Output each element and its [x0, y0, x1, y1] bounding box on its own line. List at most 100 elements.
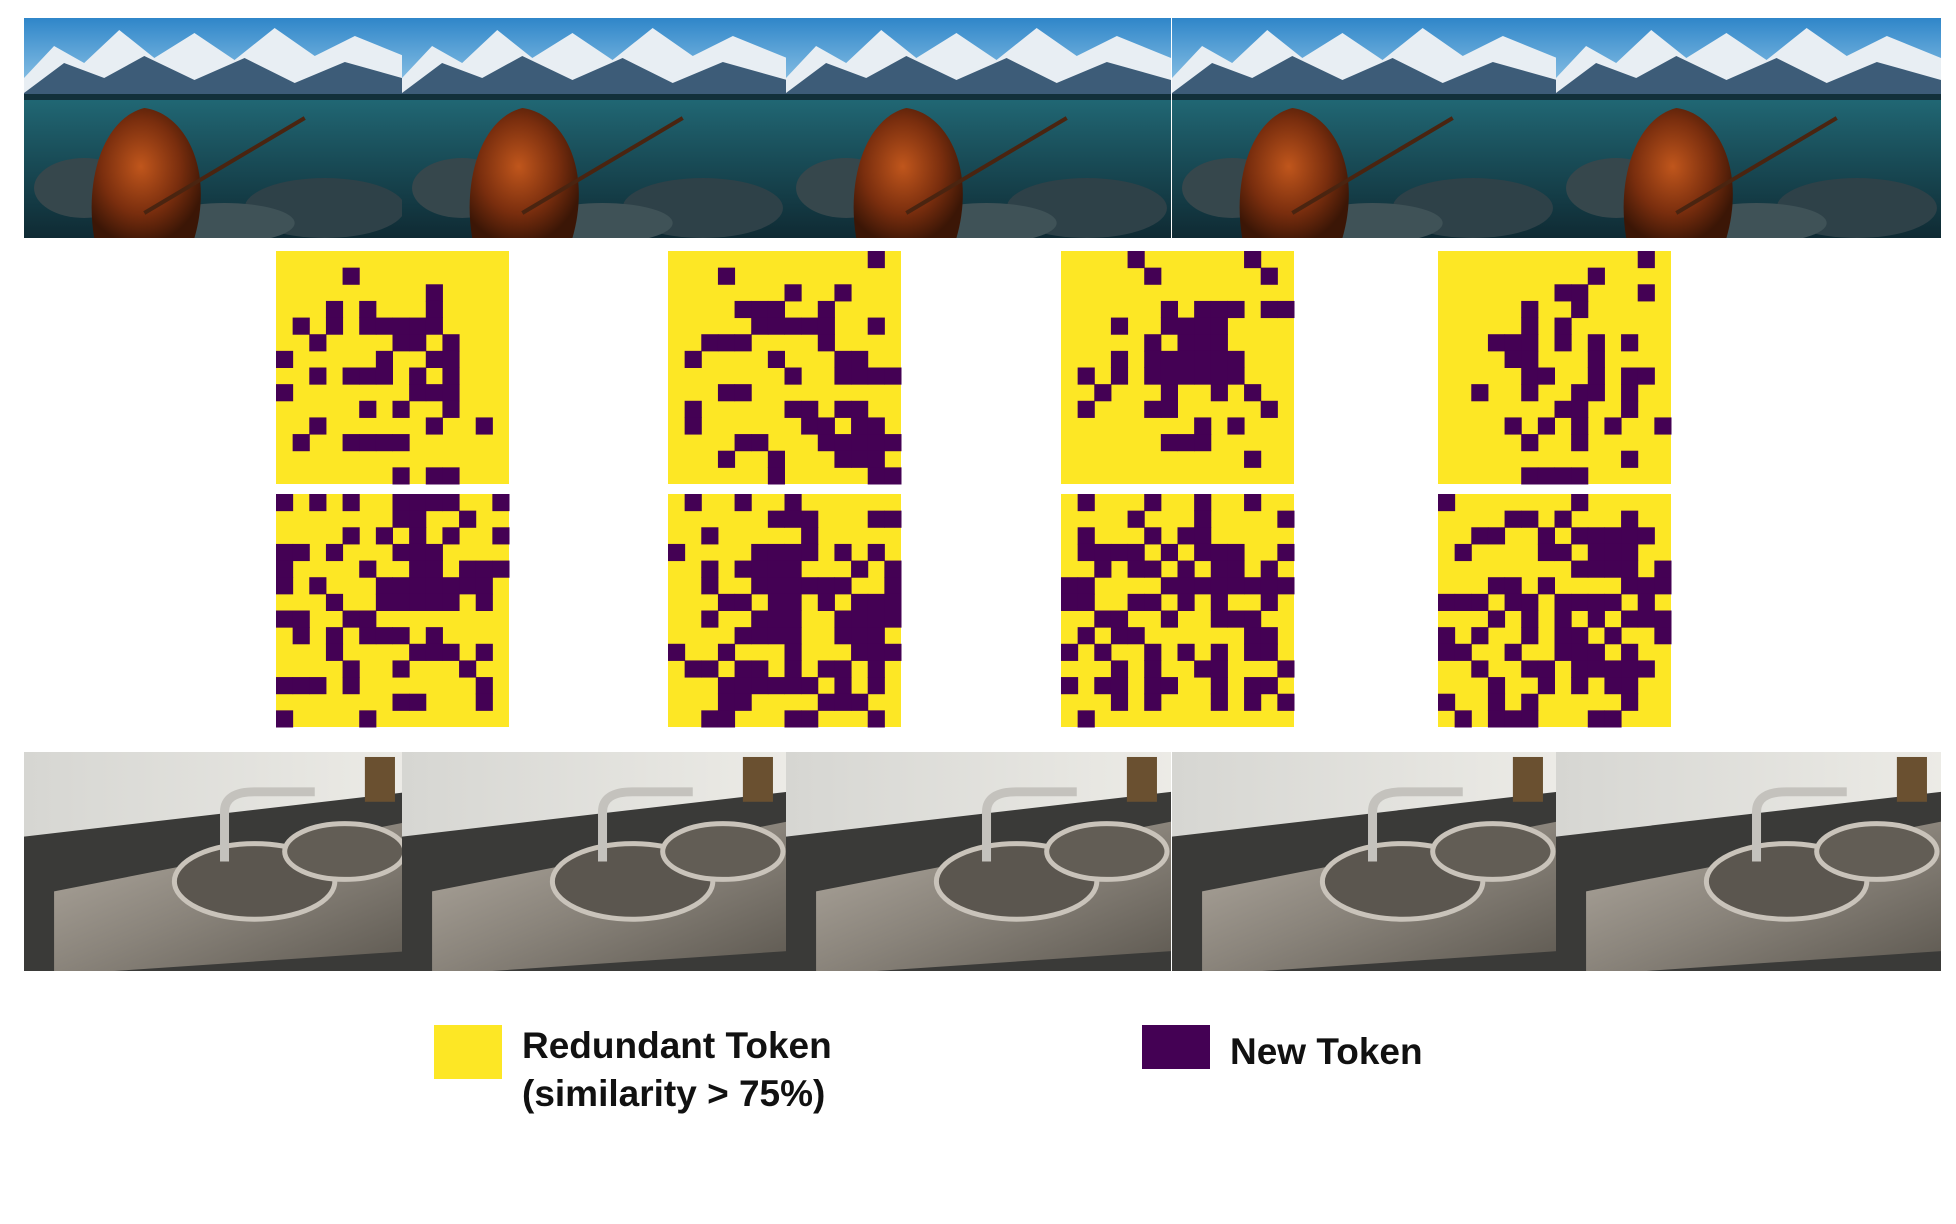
new-token-cell [1144, 367, 1162, 385]
new-token-cell [1521, 317, 1539, 335]
new-token-cell [884, 593, 902, 611]
new-token-cell [884, 610, 902, 628]
new-token-cell [1487, 693, 1506, 711]
new-token-cell [851, 434, 869, 452]
new-token-cell [1637, 660, 1655, 678]
new-token-cell [425, 577, 443, 595]
new-token-cell [867, 677, 885, 695]
new-token-cell [1654, 417, 1672, 435]
new-token-cell [1654, 560, 1672, 578]
new-token-cell [1144, 560, 1162, 578]
new-token-cell [392, 543, 410, 562]
new-token-cell [425, 384, 443, 402]
new-token-cell [1571, 300, 1589, 319]
new-token-cell [1487, 334, 1506, 352]
new-token-cell [717, 593, 736, 611]
new-token-cell [409, 543, 427, 562]
new-token-cell [1621, 450, 1639, 468]
new-token-cell [1144, 693, 1162, 711]
new-token-cell [375, 527, 393, 545]
new-token-cell [1454, 643, 1472, 661]
new-token-cell [1438, 494, 1456, 512]
token-grid [668, 251, 902, 485]
new-token-cell [1210, 543, 1228, 562]
new-token-cell [1554, 627, 1572, 645]
new-token-cell [1160, 677, 1178, 695]
new-token-cell [1127, 627, 1145, 645]
new-token-cell [784, 677, 802, 695]
new-token-cell [342, 267, 360, 285]
new-token-cell [1061, 643, 1079, 661]
new-token-cell [1277, 577, 1295, 595]
new-token-cell [1227, 560, 1245, 578]
new-token-cell [1144, 267, 1162, 285]
new-token-cell [1604, 660, 1622, 678]
new-token-cell [1621, 610, 1639, 628]
new-token-cell [1260, 577, 1278, 595]
new-token-cell [1110, 543, 1129, 562]
new-token-cell [851, 400, 869, 418]
new-token-cell [784, 284, 802, 302]
new-token-cell [1194, 494, 1212, 512]
new-token-cell [1177, 527, 1195, 545]
new-token-cell [1504, 577, 1522, 595]
new-token-cell [767, 560, 785, 578]
new-token-cell [1587, 543, 1605, 562]
new-token-cell [1144, 527, 1162, 545]
new-token-cell [1094, 560, 1112, 578]
new-token-cell [309, 367, 327, 385]
new-token-cell [1621, 543, 1639, 562]
new-token-cell [1537, 677, 1555, 695]
new-token-cell [1521, 350, 1539, 368]
new-token-cell [1537, 660, 1555, 678]
new-token-cell [767, 350, 785, 368]
new-token-cell [851, 593, 869, 611]
new-token-cell [1177, 317, 1195, 335]
new-token-cell [867, 593, 885, 611]
new-token-cell [492, 560, 510, 578]
new-token-cell [1471, 527, 1489, 545]
new-token-cell [684, 660, 702, 678]
new-token-cell [1144, 593, 1162, 611]
new-token-cell [1537, 543, 1555, 562]
new-token-cell [834, 400, 852, 418]
new-token-cell [851, 367, 869, 385]
new-token-cell [342, 367, 360, 385]
new-token-cell [1504, 334, 1522, 352]
new-token-cell [1637, 593, 1655, 611]
new-token-cell [717, 643, 736, 661]
new-token-cell [1487, 710, 1506, 728]
new-token-cell [1637, 610, 1655, 628]
new-token-cell [1621, 643, 1639, 661]
new-token-cell [1571, 677, 1589, 695]
token-grid [1061, 494, 1295, 728]
new-token-cell [1260, 300, 1278, 319]
new-token-cell [767, 467, 785, 485]
new-token-cell [717, 450, 736, 468]
new-token-cell [1654, 577, 1672, 595]
new-token-cell [1571, 527, 1589, 545]
new-token-cell [1110, 350, 1129, 368]
new-token-cell [1637, 367, 1655, 385]
new-token-cell [817, 660, 835, 678]
new-token-cell [784, 560, 802, 578]
new-token-cell [1127, 543, 1145, 562]
new-token-cell [409, 643, 427, 661]
new-token-cell [1244, 251, 1262, 269]
new-token-cell [342, 527, 360, 545]
new-token-cell [442, 384, 460, 402]
new-token-cell [1210, 610, 1228, 628]
new-token-cell [276, 494, 294, 512]
new-token-cell [1094, 677, 1112, 695]
new-token-cell [1438, 593, 1456, 611]
new-token-cell [1244, 627, 1262, 645]
new-token-cell [751, 610, 769, 628]
new-token-cell [751, 660, 769, 678]
new-token-cell [409, 693, 427, 711]
new-token-cell [717, 267, 736, 285]
new-token-cell [1554, 510, 1572, 528]
new-token-cell [801, 677, 819, 695]
new-token-cell [867, 510, 885, 528]
new-token-cell [701, 334, 719, 352]
new-token-cell [1621, 527, 1639, 545]
